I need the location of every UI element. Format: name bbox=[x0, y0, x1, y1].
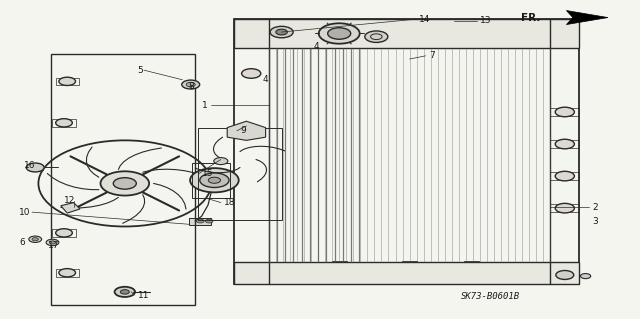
Circle shape bbox=[200, 173, 229, 188]
Circle shape bbox=[209, 177, 220, 183]
Circle shape bbox=[270, 26, 293, 38]
Circle shape bbox=[556, 107, 575, 117]
Circle shape bbox=[365, 31, 388, 42]
Bar bbox=[464, 261, 479, 267]
Circle shape bbox=[46, 239, 59, 246]
Text: 8: 8 bbox=[189, 82, 195, 91]
Text: 13: 13 bbox=[480, 16, 492, 25]
Circle shape bbox=[56, 229, 72, 237]
Text: 9: 9 bbox=[240, 126, 246, 135]
Circle shape bbox=[556, 204, 575, 213]
Circle shape bbox=[182, 80, 200, 89]
Polygon shape bbox=[61, 203, 80, 213]
Circle shape bbox=[190, 168, 239, 192]
Bar bbox=[56, 269, 79, 277]
Circle shape bbox=[120, 290, 129, 294]
Circle shape bbox=[32, 238, 38, 241]
Text: 4: 4 bbox=[262, 75, 268, 84]
Circle shape bbox=[319, 23, 360, 44]
Bar bbox=[550, 140, 579, 148]
Circle shape bbox=[186, 82, 195, 87]
Circle shape bbox=[29, 236, 42, 242]
Circle shape bbox=[556, 171, 575, 181]
Text: 18: 18 bbox=[224, 198, 236, 207]
Text: FR.: FR. bbox=[522, 12, 541, 23]
Text: 12: 12 bbox=[64, 197, 76, 205]
Text: 14: 14 bbox=[419, 15, 431, 24]
Text: SK73-B0601B: SK73-B0601B bbox=[461, 292, 520, 301]
Bar bbox=[56, 78, 79, 85]
Text: 17: 17 bbox=[48, 241, 60, 250]
Text: 16: 16 bbox=[24, 161, 36, 170]
Bar bbox=[402, 261, 417, 267]
Circle shape bbox=[100, 171, 149, 196]
Circle shape bbox=[580, 273, 591, 279]
Text: 10: 10 bbox=[19, 208, 31, 217]
Circle shape bbox=[113, 178, 136, 189]
Text: 1: 1 bbox=[202, 101, 207, 110]
Text: 7: 7 bbox=[429, 51, 435, 60]
Bar bbox=[550, 108, 579, 116]
Circle shape bbox=[556, 271, 574, 279]
Bar bbox=[550, 172, 579, 180]
Bar bbox=[332, 261, 347, 267]
Circle shape bbox=[276, 29, 287, 35]
Bar bbox=[52, 229, 76, 237]
Text: 15: 15 bbox=[202, 169, 213, 178]
Circle shape bbox=[214, 158, 228, 165]
Circle shape bbox=[556, 139, 575, 149]
Polygon shape bbox=[234, 19, 579, 48]
Polygon shape bbox=[566, 11, 608, 25]
Text: 6: 6 bbox=[19, 238, 25, 247]
Circle shape bbox=[56, 119, 72, 127]
Text: 2: 2 bbox=[592, 203, 598, 212]
Bar bbox=[189, 218, 211, 225]
Polygon shape bbox=[234, 262, 579, 284]
Circle shape bbox=[115, 287, 135, 297]
Polygon shape bbox=[227, 121, 266, 140]
Text: 4: 4 bbox=[314, 42, 319, 51]
Circle shape bbox=[196, 219, 204, 223]
Bar bbox=[550, 204, 579, 212]
Text: 11: 11 bbox=[138, 291, 149, 300]
Text: 3: 3 bbox=[592, 217, 598, 226]
Circle shape bbox=[328, 28, 351, 39]
Bar bbox=[33, 165, 43, 170]
Circle shape bbox=[59, 77, 76, 85]
Circle shape bbox=[242, 69, 261, 78]
Circle shape bbox=[205, 219, 213, 223]
Circle shape bbox=[26, 163, 44, 172]
Circle shape bbox=[49, 241, 56, 244]
Bar bbox=[52, 119, 76, 127]
Text: 5: 5 bbox=[138, 66, 143, 75]
Circle shape bbox=[59, 269, 76, 277]
Ellipse shape bbox=[412, 31, 447, 39]
